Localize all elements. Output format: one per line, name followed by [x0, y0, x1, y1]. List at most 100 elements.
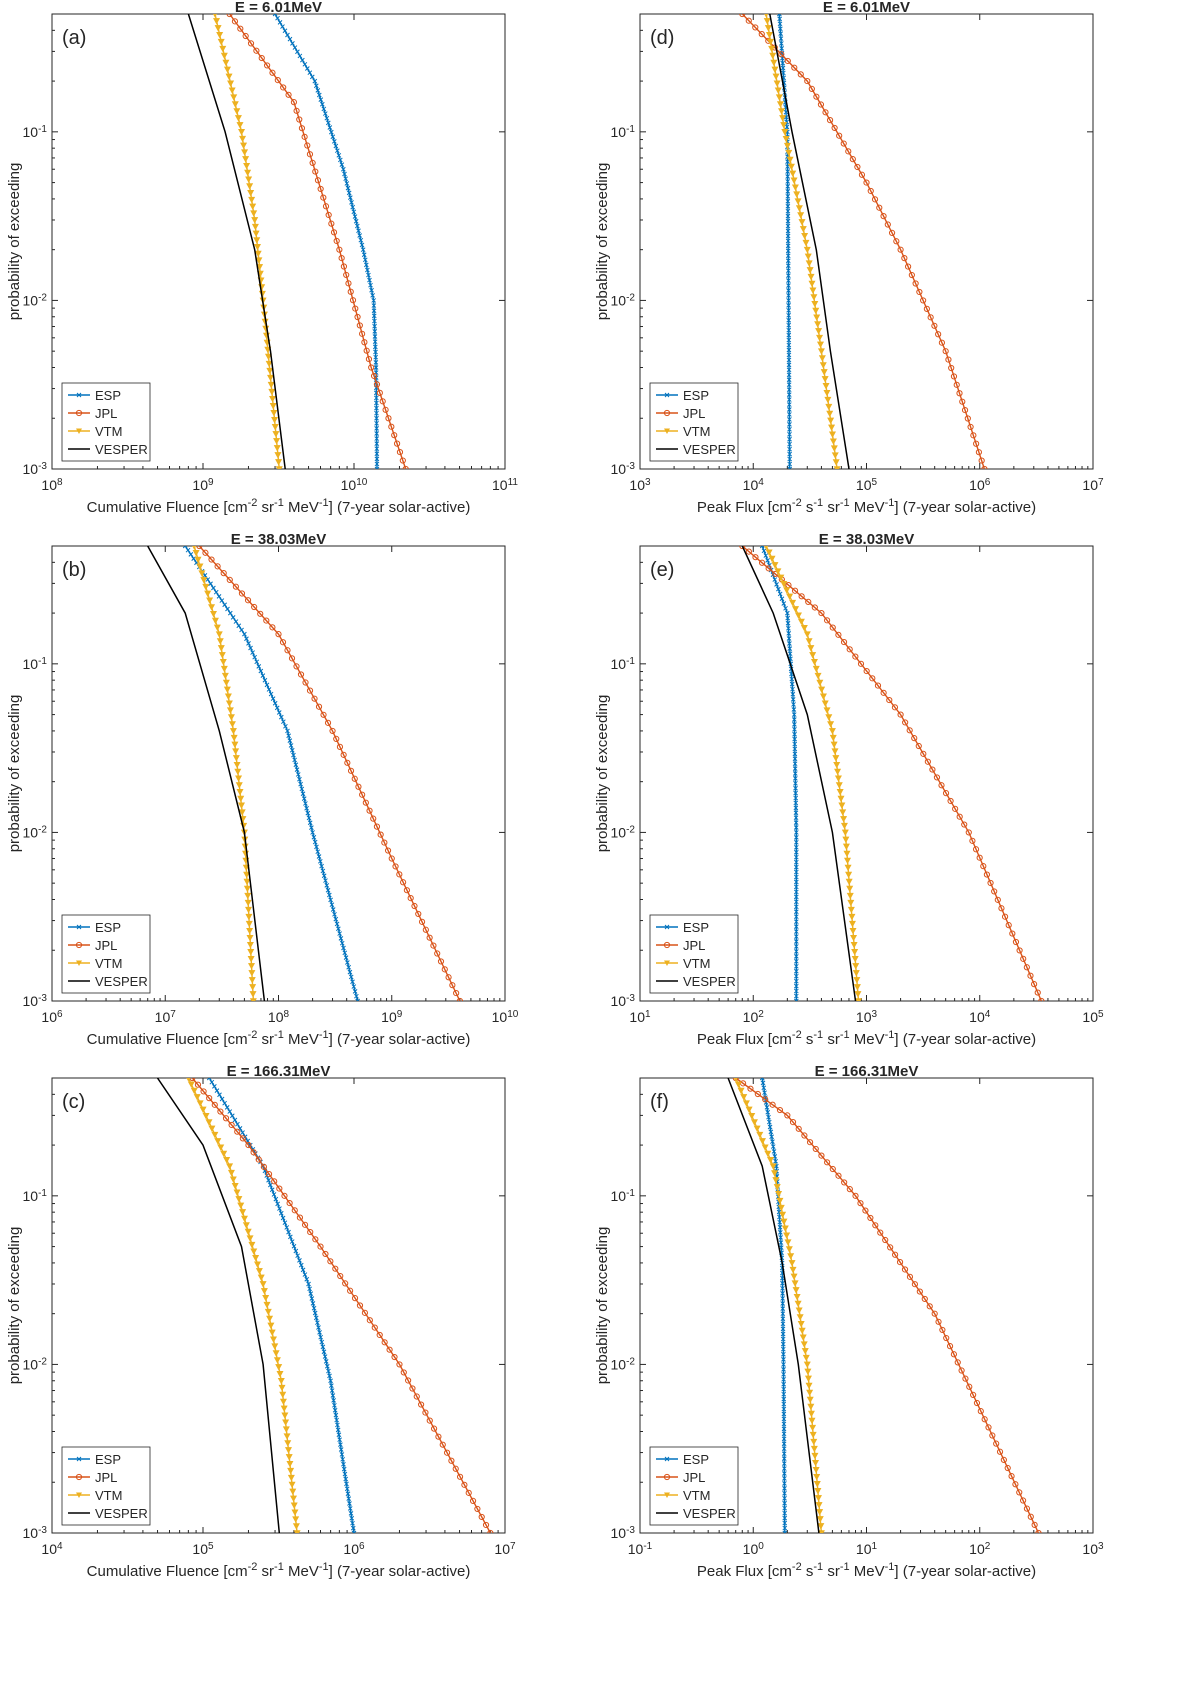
data-point-esp: [332, 1402, 337, 1408]
data-point-vtm: [815, 328, 823, 335]
data-point-esp: [793, 904, 799, 910]
data-point-vtm: [851, 956, 859, 963]
data-point-esp: [781, 1451, 787, 1457]
data-point-esp: [374, 446, 380, 452]
data-point-vtm: [223, 66, 231, 74]
data-point-esp: [784, 610, 790, 616]
data-point-esp: [792, 722, 797, 727]
x-tick-label: 107: [1082, 477, 1104, 494]
x-tick-label: 109: [381, 1009, 403, 1026]
data-point-vtm: [221, 672, 229, 680]
data-point-jpl: [991, 888, 998, 895]
data-point-vtm: [272, 1350, 280, 1357]
data-point-jpl: [818, 1152, 825, 1159]
data-point-vtm: [750, 1119, 758, 1126]
data-point-esp: [793, 968, 799, 974]
series-line-jpl: [229, 14, 407, 469]
data-point-jpl: [362, 799, 369, 806]
data-point-vtm: [769, 52, 777, 60]
data-point-jpl: [347, 288, 354, 295]
data-point-vtm: [255, 257, 263, 264]
data-point-vtm: [237, 802, 245, 809]
data-point-esp: [217, 1092, 222, 1098]
data-point-esp: [319, 1339, 325, 1345]
data-point-vtm: [198, 570, 206, 577]
data-point-esp: [213, 589, 219, 595]
data-point-vtm: [764, 25, 772, 32]
data-point-jpl: [317, 185, 324, 193]
x-label-sup: -1: [840, 1029, 850, 1041]
data-point-esp: [787, 466, 793, 469]
data-point-jpl: [453, 989, 460, 997]
data-point-vtm: [810, 294, 818, 301]
data-point-vtm: [748, 1112, 756, 1120]
data-point-jpl: [368, 364, 375, 371]
data-point-vtm: [816, 679, 824, 687]
data-point-jpl: [402, 465, 409, 469]
data-point-esp: [785, 263, 791, 269]
x-label-text: ] (7-year solar-active): [894, 1563, 1036, 1580]
data-point-jpl: [1038, 997, 1045, 1001]
data-point-esp: [367, 277, 372, 283]
data-point-esp: [246, 641, 251, 646]
data-point-esp: [781, 1456, 787, 1461]
data-point-jpl: [835, 1172, 842, 1179]
data-point-esp: [782, 1525, 788, 1531]
data-point-vtm: [770, 59, 778, 67]
data-point-vtm: [225, 73, 233, 81]
data-point-vtm: [794, 198, 802, 205]
data-point-jpl: [822, 109, 829, 116]
data-point-vtm: [235, 782, 243, 789]
data-point-jpl: [841, 1179, 848, 1186]
data-point-vtm: [828, 431, 836, 438]
data-point-esp: [326, 1368, 331, 1374]
data-point-jpl: [836, 132, 843, 139]
data-point-vtm: [833, 761, 841, 769]
data-point-jpl: [373, 823, 381, 830]
legend-label-vtm: VTM: [95, 956, 122, 971]
data-point-esp: [779, 46, 785, 51]
data-point-jpl: [330, 229, 338, 236]
x-tick-base: 10: [969, 477, 985, 493]
data-point-jpl: [852, 653, 859, 660]
x-tick-label: 109: [192, 477, 214, 494]
data-point-esp: [306, 815, 312, 821]
data-point-vtm: [771, 1170, 779, 1177]
data-point-vtm: [273, 1357, 281, 1364]
data-point-esp: [785, 169, 790, 174]
data-point-esp: [763, 553, 769, 558]
data-point-esp: [297, 53, 303, 59]
data-point-esp: [793, 919, 799, 925]
data-point-esp: [793, 820, 799, 825]
data-point-vtm: [196, 563, 204, 570]
y-tick-label: 10-1: [611, 1187, 636, 1204]
legend-marker-esp: [76, 924, 82, 930]
data-point-vtm: [810, 1445, 818, 1453]
y-tick-base: 10: [23, 461, 39, 477]
data-point-esp: [339, 1452, 345, 1457]
panel-label: (d): [650, 27, 674, 49]
data-point-esp: [769, 1134, 775, 1140]
data-point-esp: [300, 1267, 306, 1273]
data-point-jpl: [887, 1244, 894, 1251]
x-label-sup: -1: [274, 1029, 284, 1041]
data-point-vtm: [781, 1225, 789, 1232]
data-point-vtm: [263, 1301, 271, 1309]
panel-label: (e): [650, 559, 674, 581]
y-tick-label: 10-3: [23, 1525, 48, 1542]
data-point-vtm: [806, 1396, 814, 1404]
legend-marker-esp: [664, 392, 670, 398]
x-tick-label: 1010: [492, 1009, 519, 1026]
data-point-esp: [219, 598, 225, 603]
data-point-vtm: [785, 1246, 793, 1253]
data-point-vtm: [211, 1131, 219, 1139]
data-point-jpl: [329, 727, 336, 735]
data-point-vtm: [847, 906, 855, 914]
data-point-esp: [374, 415, 379, 421]
data-point-jpl: [379, 398, 386, 405]
data-point-esp: [229, 1113, 235, 1119]
x-label-sup: -2: [248, 1561, 258, 1573]
data-point-esp: [351, 1530, 357, 1533]
data-point-vtm: [802, 239, 810, 247]
data-point-esp: [354, 223, 360, 229]
